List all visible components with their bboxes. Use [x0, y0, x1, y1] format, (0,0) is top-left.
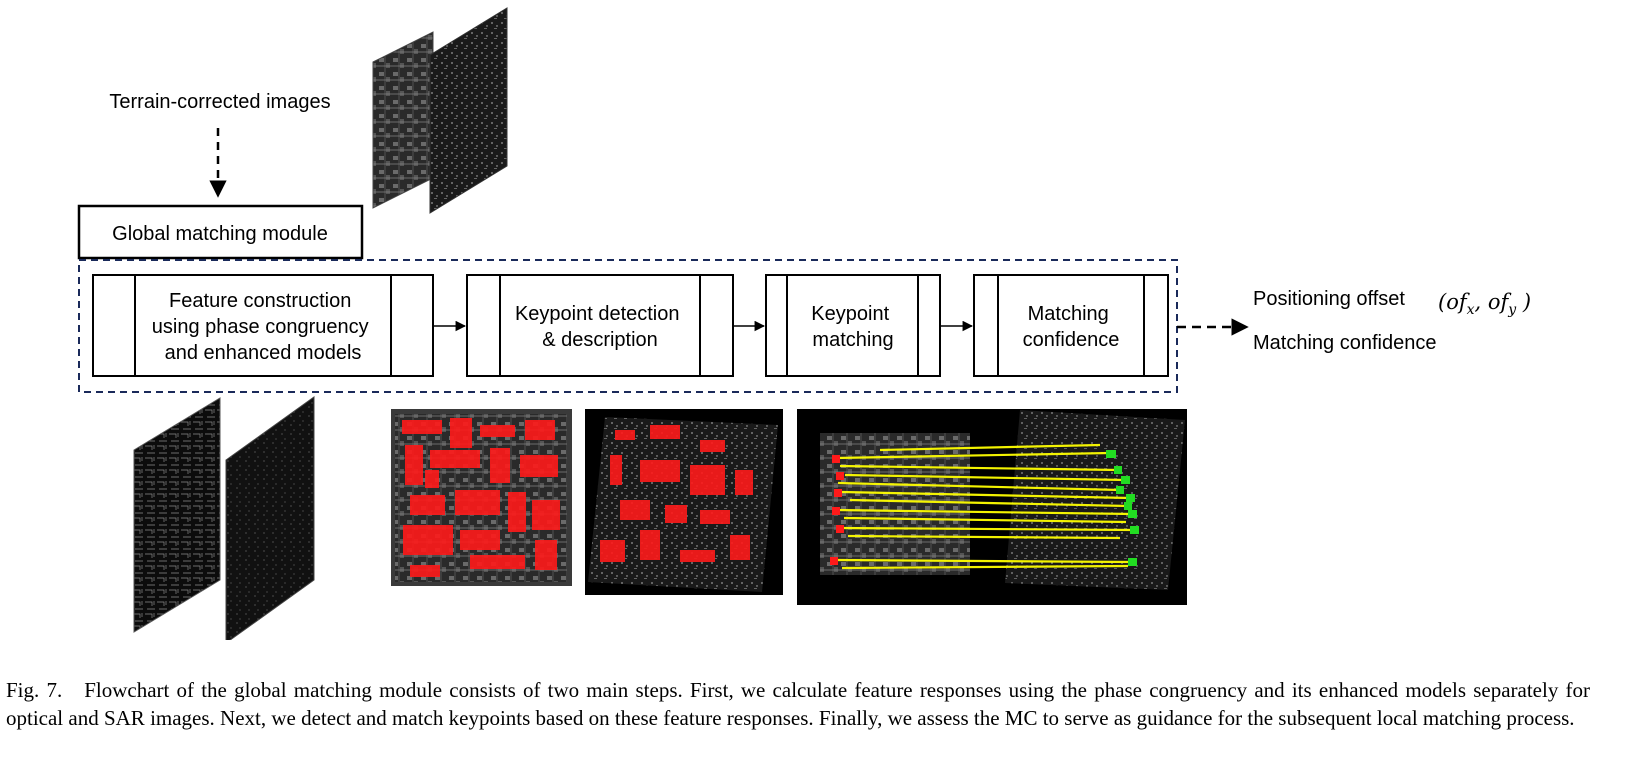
step-1-line-3: and enhanced models — [165, 342, 362, 364]
sar-keypoints-image — [585, 409, 783, 595]
global-matching-flowchart: Terrain-corrected images Global matching… — [77, 7, 1531, 640]
module-title-box — [77, 204, 364, 260]
svg-text:Keypoint matching: Keypoint matching — [811, 303, 894, 351]
step-keypoint-matching: Keypoint matching — [765, 274, 941, 377]
step-3-line-2: matching — [812, 329, 893, 351]
svg-text:Matching confidence: Matching confidence — [1023, 303, 1120, 351]
feature-response-image-pair — [133, 396, 315, 640]
step-matching-confidence: Matching confidence — [973, 274, 1169, 377]
step-4-line-1: Matching — [1028, 303, 1109, 325]
step-feature-construction: Feature construction using phase congrue… — [92, 274, 434, 377]
step-1-line-2: using phase congruency — [152, 316, 369, 338]
keypoint-matching-image — [797, 409, 1187, 605]
svg-text:Keypoint detection & des: Keypoint detection & description — [515, 303, 685, 351]
step-1-line-1: Feature construction — [169, 290, 351, 312]
input-label: Terrain-corrected images — [109, 91, 330, 113]
terrain-corrected-image-pair — [372, 7, 508, 214]
optical-feature-thumbnail — [133, 397, 221, 633]
step-2-line-2: & description — [542, 329, 658, 351]
svg-text:Feature construction usi: Feature construction using phase congrue… — [152, 290, 374, 364]
optical-keypoints-image — [391, 409, 572, 586]
positioning-offset-label: Positioning offset — [1253, 288, 1405, 310]
step-2-line-1: Keypoint detection — [515, 303, 680, 325]
figure-caption: Fig. 7. Flowchart of the global matching … — [6, 676, 1590, 732]
step-3-line-1: Keypoint — [811, 303, 889, 325]
positioning-offset-math: (ofx, ofy ) — [1438, 290, 1531, 318]
sar-feature-thumbnail — [225, 396, 315, 640]
step-4-line-2: confidence — [1023, 329, 1120, 351]
figure-caption-text: Flowchart of the global matching module … — [6, 678, 1590, 730]
module-title: Global matching module — [112, 223, 328, 245]
step-keypoint-detection: Keypoint detection & description — [466, 274, 734, 377]
sar-image-thumbnail — [429, 7, 508, 214]
matching-confidence-label: Matching confidence — [1253, 332, 1436, 354]
optical-image-thumbnail — [372, 31, 434, 209]
figure-caption-label: Fig. 7. — [6, 678, 63, 702]
